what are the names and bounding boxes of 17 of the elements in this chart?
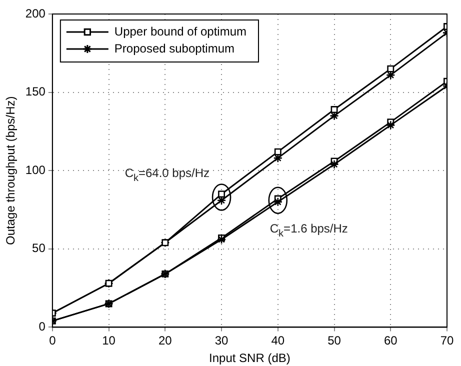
y-tick-label: 0 [38,320,46,334]
x-tick-label: 60 [384,334,398,348]
x-tick-label: 10 [102,334,116,348]
x-tick-label: 50 [328,334,342,348]
x-tick-label: 20 [158,334,172,348]
y-tick-label: 100 [25,162,46,177]
y-tick-label: 50 [32,241,46,256]
y-tick-label: 200 [25,6,46,20]
y-tick-label: 150 [25,84,46,99]
x-tick-label: 0 [49,334,56,348]
y-axis-title: Outage throughput (bps/Hz) [4,96,18,245]
x-tick-label: 30 [214,334,229,348]
x-tick-label: 40 [271,334,285,348]
x-tick-label: 70 [440,334,454,348]
legend-label: Proposed suboptimum [114,41,234,56]
x-axis-title: Input SNR (dB) [209,351,290,366]
legend-label: Upper bound of optimum [114,24,246,38]
